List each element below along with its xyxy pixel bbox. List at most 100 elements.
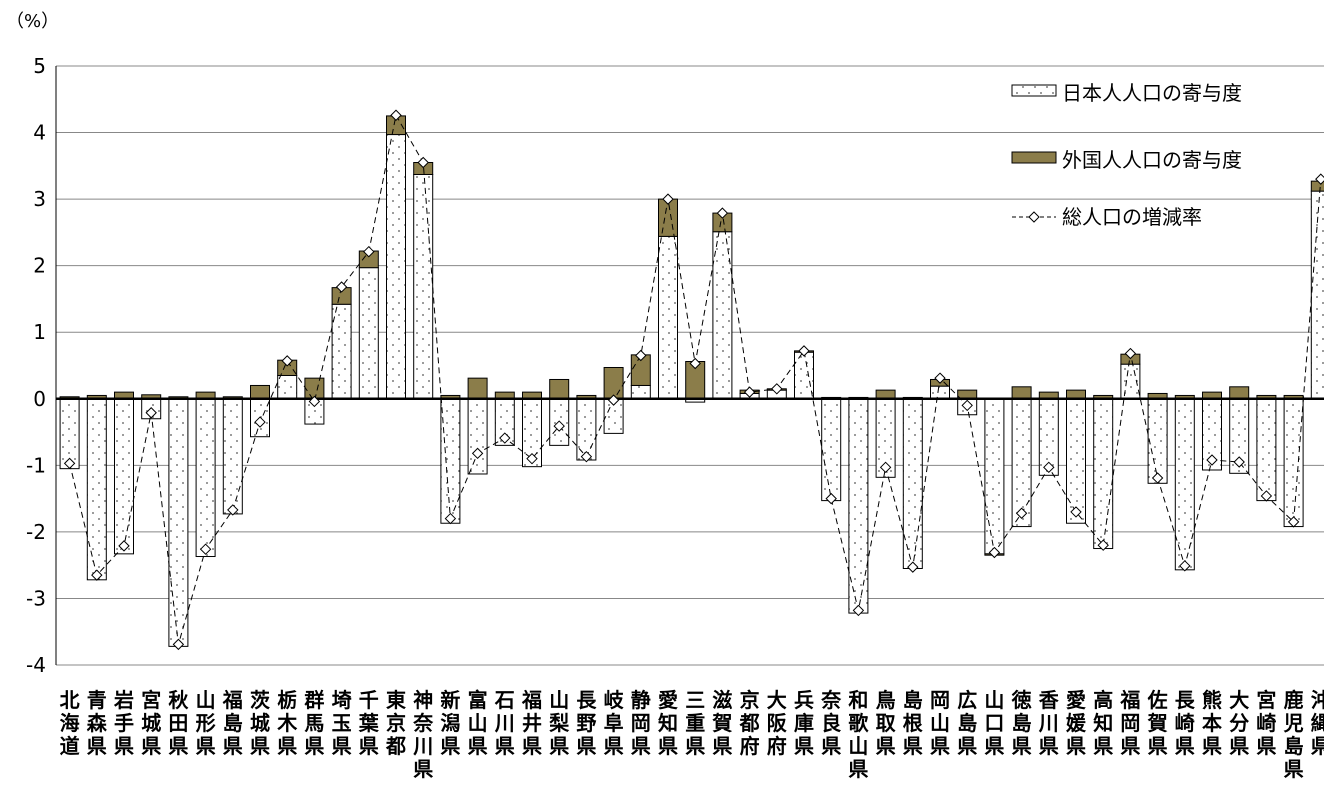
x-category-label: 広島県 — [957, 688, 977, 758]
bar-foreign — [875, 389, 896, 400]
x-category-label: 千葉県 — [358, 688, 380, 758]
total-change-point — [907, 561, 919, 573]
total-change-point — [1315, 173, 1324, 185]
total-change-point — [363, 245, 375, 258]
total-change-point — [1260, 490, 1273, 502]
bar-foreign — [1011, 386, 1032, 400]
total-change-point — [63, 457, 76, 470]
total-change-point — [227, 504, 239, 516]
bar-japanese — [1147, 398, 1168, 484]
total-change-point — [1233, 456, 1245, 468]
y-axis-tick-labels: 5 4 3 2 1 0 -1 -2 -3 -4 — [26, 54, 46, 677]
x-category-label: 滋賀県 — [711, 688, 732, 758]
x-category-label: 愛媛県 — [1065, 688, 1087, 758]
x-category-label: 京都府 — [739, 688, 760, 758]
bar-japanese — [576, 398, 597, 461]
total-change-point — [743, 386, 756, 398]
x-category-label: 静岡県 — [631, 688, 651, 758]
legend-label-total: 総人口の増減率 — [1062, 205, 1202, 229]
total-change-point — [635, 349, 647, 362]
total-change-point — [335, 281, 348, 293]
x-category-label: 茨城県 — [250, 688, 270, 758]
bar-japanese — [1011, 398, 1032, 528]
y-tick-label: -2 — [26, 520, 46, 544]
total-change-point — [716, 207, 729, 219]
x-category-label: 沖縄県 — [1311, 688, 1324, 758]
total-change-point — [417, 156, 429, 169]
bar-japanese — [930, 385, 950, 400]
bar-foreign — [250, 384, 270, 400]
total-change-point — [689, 357, 701, 370]
x-category-label: 秋田県 — [168, 688, 189, 758]
x-category-label: 鹿児島県 — [1283, 688, 1304, 781]
total-change-point — [118, 540, 130, 552]
y-tick-label: 3 — [33, 187, 46, 211]
x-axis-category-labels: 北海道青森県岩手県宮城県秋田県山形県福島県茨城県栃木県群馬県埼玉県千葉県東京都神… — [60, 688, 1324, 781]
bar-foreign — [603, 366, 624, 400]
y-tick-label: 4 — [33, 121, 46, 145]
bars — [59, 115, 1324, 647]
bar-japanese — [1066, 398, 1086, 524]
x-category-label: 高知県 — [1093, 688, 1113, 758]
total-change-point — [526, 452, 538, 465]
bar-japanese — [277, 374, 298, 400]
x-category-label: 埼玉県 — [332, 688, 352, 758]
y-tick-label: 2 — [33, 254, 46, 278]
total-change-point — [879, 461, 892, 474]
x-category-label: 山口県 — [984, 688, 1004, 758]
bar-japanese — [195, 398, 216, 558]
total-change-point — [662, 193, 674, 205]
legend-label-foreign: 外国人人口の寄与度 — [1062, 148, 1242, 172]
total-change-point — [553, 420, 565, 432]
y-tick-label: 1 — [33, 320, 46, 344]
legend-label-japanese: 日本人人口の寄与度 — [1062, 81, 1242, 105]
total-change-point — [471, 447, 484, 460]
x-category-label: 大分県 — [1229, 688, 1249, 758]
y-tick-label: -4 — [26, 653, 46, 677]
x-category-label: 徳島県 — [1011, 688, 1032, 758]
total-change-point — [308, 395, 321, 408]
bar-japanese — [712, 231, 733, 400]
bar-foreign — [957, 389, 978, 400]
bar-japanese — [358, 267, 379, 400]
legend-swatch-japanese — [1011, 84, 1057, 97]
total-change-point — [145, 407, 157, 419]
total-change-point — [390, 109, 402, 121]
bar-japanese — [331, 303, 352, 400]
total-change-point — [1043, 461, 1055, 474]
total-change-point — [199, 543, 212, 555]
x-category-label: 長野県 — [576, 688, 597, 758]
x-category-label: 香川県 — [1038, 688, 1060, 758]
total-change-point — [1070, 506, 1082, 518]
bar-japanese — [1093, 398, 1114, 550]
x-category-label: 福島県 — [222, 688, 243, 758]
x-category-label: 山形県 — [196, 688, 216, 758]
bar-japanese — [1174, 398, 1195, 571]
x-category-label: 和歌山県 — [848, 688, 869, 781]
total-change-point — [1179, 560, 1191, 572]
x-category-label: 島根県 — [903, 688, 923, 758]
x-category-label: 熊本県 — [1202, 688, 1222, 758]
x-category-label: 群馬県 — [303, 688, 324, 758]
x-category-label: 青森県 — [87, 688, 108, 758]
x-category-label: 長崎県 — [1175, 688, 1196, 758]
bar-japanese — [467, 398, 488, 475]
x-category-label: 北海道 — [60, 688, 80, 758]
bar-japanese — [440, 398, 461, 524]
x-category-label: 愛知県 — [658, 688, 678, 758]
x-category-label: 福井県 — [521, 688, 542, 758]
total-change-point — [1151, 472, 1164, 484]
bar-japanese — [413, 173, 434, 400]
total-change-line — [63, 109, 1324, 651]
total-change-point — [172, 638, 185, 651]
total-change-point — [580, 450, 593, 463]
x-category-label: 富山県 — [468, 688, 488, 758]
x-category-label: 兵庫県 — [794, 688, 814, 758]
bar-foreign — [467, 377, 488, 400]
bar-japanese — [821, 398, 842, 502]
total-change-point — [499, 432, 511, 444]
bar-japanese — [114, 398, 134, 555]
total-change-point — [852, 604, 865, 617]
total-change-point — [91, 569, 103, 581]
total-change-point — [934, 372, 946, 384]
